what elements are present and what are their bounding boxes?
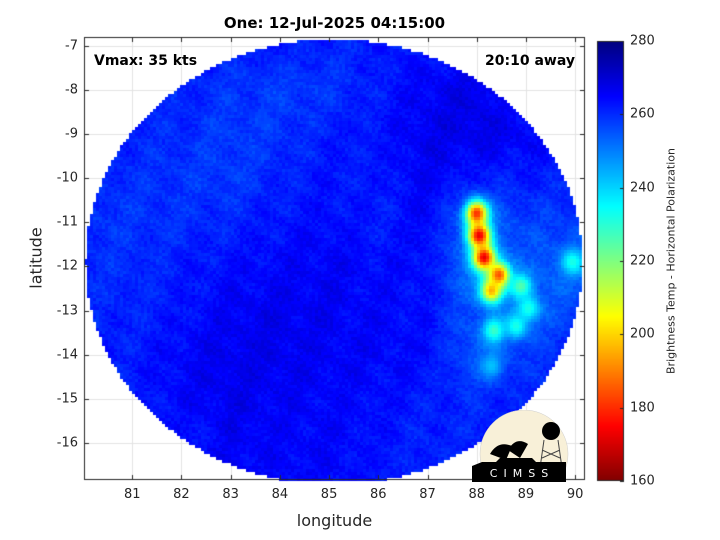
y-tick-label: -8 xyxy=(65,82,78,98)
cimss-logo: CIMSS xyxy=(472,410,569,482)
x-tick-label: 83 xyxy=(222,487,239,502)
x-tick-label: 87 xyxy=(419,487,436,502)
y-tick-label: -10 xyxy=(56,170,78,186)
y-tick-label: -15 xyxy=(56,391,78,407)
y-tick-label: -9 xyxy=(65,126,78,142)
x-tick-label: 84 xyxy=(271,487,289,502)
x-tick-label: 85 xyxy=(320,487,338,502)
colorbar-tick-label: 280 xyxy=(630,33,655,49)
x-tick-label: 89 xyxy=(517,487,535,502)
x-tick-label: 90 xyxy=(566,487,584,502)
y-tick-label: -7 xyxy=(65,38,78,54)
x-tick-label: 88 xyxy=(468,487,485,502)
time-away-annotation: 20:10 away xyxy=(485,53,575,69)
colorbar-tick-label: 240 xyxy=(630,180,655,196)
colorbar-tick-label: 220 xyxy=(630,253,655,269)
y-tick-label: -11 xyxy=(56,214,78,230)
y-tick-label: -12 xyxy=(56,258,78,274)
x-tick-label: 82 xyxy=(173,487,190,502)
colorbar-label: Brightness Temp - Horizontal Polarizatio… xyxy=(664,148,678,374)
colorbar-tick-label: 200 xyxy=(630,326,655,342)
x-axis-label: longitude xyxy=(296,511,373,530)
colorbar-tick-label: 260 xyxy=(630,106,655,122)
chart-title: One: 12-Jul-2025 04:15:00 xyxy=(223,14,446,32)
logo-text: CIMSS xyxy=(490,467,554,480)
y-axis-label: latitude xyxy=(26,227,46,289)
vmax-annotation: Vmax: 35 kts xyxy=(94,53,198,69)
x-tick-label: 81 xyxy=(123,487,141,502)
y-tick-label: -16 xyxy=(56,435,78,451)
colorbar-tick-label: 180 xyxy=(630,400,655,416)
colorbar-tick-label: 160 xyxy=(630,473,655,489)
x-tick-label: 86 xyxy=(370,487,387,502)
y-tick-label: -14 xyxy=(56,347,78,363)
y-tick-label: -13 xyxy=(56,303,78,319)
